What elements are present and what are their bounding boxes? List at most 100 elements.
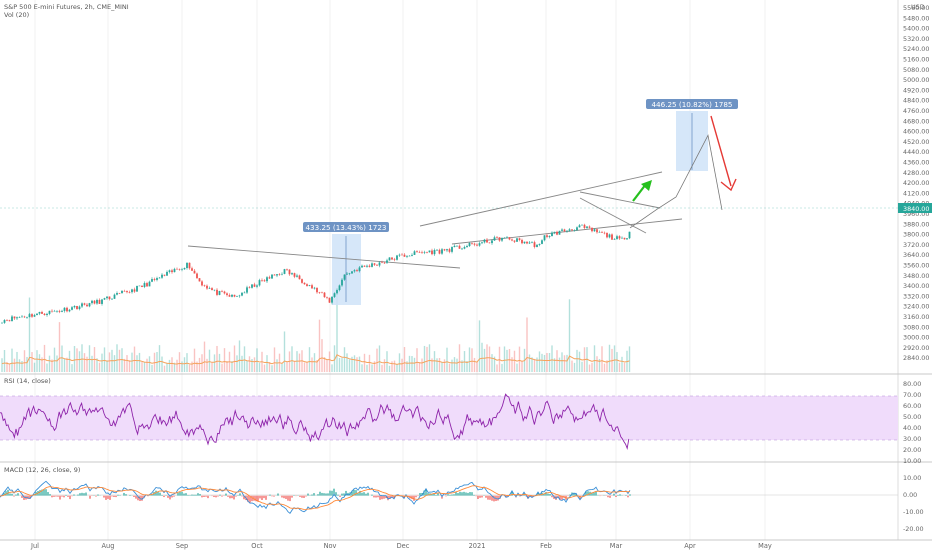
macd-histogram-bar	[213, 495, 215, 498]
volume-bar	[396, 364, 398, 372]
candle-body	[398, 254, 401, 256]
volume-bar	[356, 357, 358, 372]
candle-body	[626, 238, 628, 240]
volume-bar	[483, 348, 486, 372]
volume-label: Vol (20)	[4, 11, 29, 19]
candle-body	[26, 317, 28, 318]
macd-histogram-bar	[569, 494, 571, 496]
price-axis[interactable]: 5560.00 5480.00 5400.00 5320.00 5240.00 …	[903, 4, 929, 362]
volume-bar	[506, 349, 508, 372]
macd-histogram-bar	[415, 495, 417, 498]
candle-body	[541, 240, 543, 244]
candle-body	[96, 299, 98, 304]
candle-body	[436, 249, 438, 251]
macd-histogram-bar	[347, 492, 349, 496]
price-axis-tick: 4920.00	[903, 86, 929, 94]
candle-body	[88, 303, 91, 307]
time-axis[interactable]: Jul Aug Sep Oct Nov Dec 2021 Feb Mar Apr…	[30, 542, 772, 550]
candle-body	[33, 315, 36, 317]
rsi-pane[interactable]: RSI (14, close) 80.00 70.00 60.00 50.00 …	[0, 377, 921, 465]
volume-bar	[48, 355, 51, 372]
price-axis-tick: 3160.00	[903, 313, 929, 321]
candle-body	[438, 249, 441, 254]
candle-body	[363, 265, 366, 267]
volume-bar	[38, 354, 41, 372]
macd-histogram-bar	[481, 495, 483, 498]
macd-histogram-bar	[455, 491, 457, 496]
candle-body	[261, 280, 263, 281]
volume-bar	[6, 361, 8, 372]
macd-histogram-bar	[83, 493, 85, 496]
candle-body	[566, 230, 568, 232]
candle-body	[623, 237, 626, 240]
volume-bar	[453, 357, 456, 372]
macd-histogram-bar	[49, 494, 51, 496]
candle-body	[471, 242, 473, 244]
volume-bar	[591, 362, 593, 372]
volume-bar	[231, 361, 233, 372]
volume-bar	[318, 319, 321, 372]
candle-body	[3, 320, 6, 323]
macd-histogram-bar	[435, 494, 437, 496]
volume-bar	[563, 355, 566, 372]
candle-body	[248, 287, 251, 288]
candle-body	[256, 285, 258, 287]
candle-body	[318, 292, 321, 293]
volume-bar	[493, 356, 496, 372]
macd-pane[interactable]: MACD (12, 26, close, 9) 10.00 0.00 -10.0…	[0, 466, 924, 533]
candle-body	[476, 244, 478, 246]
volume-bar	[618, 362, 621, 372]
macd-histogram-bar	[285, 495, 287, 499]
volume-bar	[46, 363, 48, 372]
candle-body	[181, 269, 183, 270]
volume-bar	[3, 350, 6, 372]
price-axis-tick: 3480.00	[903, 272, 929, 280]
macd-histogram-bar	[43, 489, 45, 496]
volume-bar	[98, 362, 101, 372]
macd-histogram-bar	[239, 493, 241, 496]
trendline-channel-top	[419, 171, 663, 227]
arrow-down-icon	[710, 115, 737, 192]
volume-bar	[531, 357, 533, 372]
volume-bar	[118, 349, 121, 372]
volume-bar	[268, 362, 271, 372]
macd-histogram-bar	[465, 492, 467, 496]
rsi-axis-tick: 30.00	[903, 435, 921, 443]
candle-body	[103, 298, 106, 300]
candle-body	[128, 292, 131, 293]
candle-body	[521, 239, 523, 244]
candle-body	[241, 292, 243, 296]
macd-histogram-bar	[477, 495, 479, 500]
price-axis-tick: 4760.00	[903, 107, 929, 115]
volume-bar	[576, 349, 578, 372]
candle-body	[231, 294, 233, 297]
volume-bar	[183, 357, 186, 372]
volume-bar	[518, 346, 521, 372]
price-axis-tick: 5080.00	[903, 66, 929, 74]
rsi-axis-tick: 80.00	[903, 380, 921, 388]
macd-histogram-bar	[357, 492, 359, 496]
macd-histogram-bar	[467, 492, 469, 496]
candle-body	[98, 299, 101, 304]
candle-body	[161, 274, 163, 278]
measure-box-1[interactable]: 433.25 (13.43%) 1723	[303, 222, 389, 305]
volume-bar	[386, 351, 388, 372]
candle-body	[211, 288, 213, 291]
macd-histogram-bar	[321, 492, 323, 496]
macd-histogram-bar	[585, 491, 587, 496]
candle-body	[561, 229, 563, 231]
macd-histogram-bar	[5, 491, 7, 496]
measure-box-2[interactable]: 446.25 (10.82%) 1785	[646, 99, 738, 171]
macd-histogram-bar	[461, 492, 463, 496]
macd-histogram-bar	[63, 495, 65, 498]
volume-bar	[311, 357, 313, 372]
candle-body	[251, 284, 253, 288]
volume-bar	[458, 344, 461, 372]
volume-bar	[596, 356, 598, 372]
time-axis-tick: Jul	[30, 542, 39, 550]
candle-body	[376, 264, 378, 266]
price-axis-tick: 2920.00	[903, 344, 929, 352]
macd-histogram-bar	[67, 495, 69, 497]
macd-histogram-bar	[277, 493, 279, 496]
